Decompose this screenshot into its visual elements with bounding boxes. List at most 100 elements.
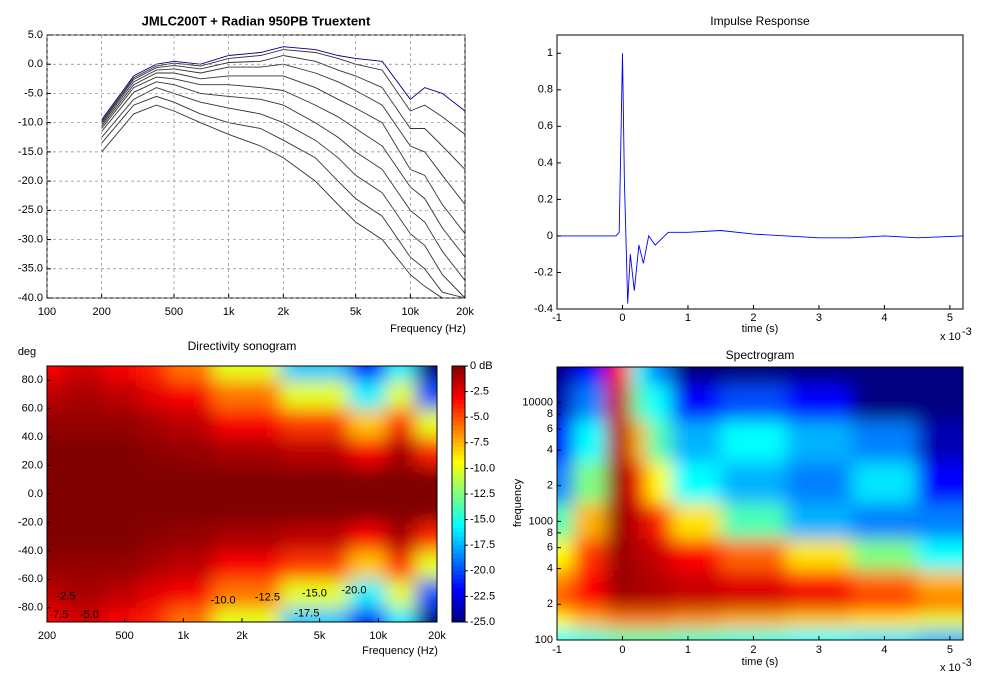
colorbar-segment xyxy=(452,515,465,521)
heatmap-cell xyxy=(212,579,282,609)
line-series xyxy=(101,72,466,234)
heatmap-cell xyxy=(630,384,648,422)
y-tick-label: 8 xyxy=(547,408,553,420)
heatmap-cell xyxy=(851,629,918,640)
heatmap-cell xyxy=(168,579,214,609)
colorbar-segment xyxy=(452,553,465,559)
heatmap-cell xyxy=(280,522,350,552)
x-tick-label: -1 xyxy=(552,312,562,324)
heatmap-cell xyxy=(212,522,282,552)
heatmap-cell xyxy=(720,611,787,631)
heatmap-cell xyxy=(647,611,673,631)
heatmap-cell xyxy=(386,437,416,467)
x-axis-label: Frequency (Hz) xyxy=(362,645,438,657)
heatmap-cell xyxy=(415,550,437,580)
x-tick-label: 20k xyxy=(456,306,474,318)
heatmap-cell xyxy=(917,611,963,631)
heatmap-cell xyxy=(47,380,65,410)
heatmap-cell xyxy=(851,503,918,540)
x-tick-label: 2k xyxy=(236,630,248,642)
heatmap-cell xyxy=(851,570,918,595)
y-tick-label: 0 xyxy=(547,230,553,242)
colorbar-segment xyxy=(452,613,465,619)
heatmap-cell xyxy=(168,437,214,467)
heatmap-cell xyxy=(647,503,673,540)
heatmap-cell xyxy=(647,367,673,386)
colorbar-segment xyxy=(452,434,465,440)
heatmap-cell xyxy=(138,380,169,410)
line-series xyxy=(101,76,466,258)
x-tick-label: 1 xyxy=(685,644,691,656)
heatmap-cell xyxy=(671,503,722,540)
heatmap-cell xyxy=(168,550,214,580)
heatmap-cell xyxy=(280,408,350,438)
x-tick-label: 20k xyxy=(428,630,446,642)
heatmap-cell xyxy=(138,607,169,622)
heatmap-cell xyxy=(647,539,673,571)
colorbar-segment xyxy=(452,587,465,593)
y-tick-label: 2 xyxy=(547,598,553,610)
line-series xyxy=(101,46,466,120)
colorbar-segment xyxy=(452,438,465,444)
colorbar-segment xyxy=(452,455,465,461)
heatmap-cell xyxy=(557,420,574,463)
colorbar-segment xyxy=(452,442,465,448)
y-tick-label: 0.4 xyxy=(538,157,553,169)
x-tick-label: 3 xyxy=(816,644,822,656)
colorbar-segment xyxy=(452,596,465,602)
y-tick-label: 1000 xyxy=(529,515,553,527)
heatmap-cell xyxy=(786,539,853,571)
heatmap-cell xyxy=(138,579,169,609)
contour-label: -5.0 xyxy=(80,609,99,621)
x-tick-label: 2 xyxy=(750,312,756,324)
heatmap-cell xyxy=(386,607,416,622)
heatmap-cell xyxy=(557,629,574,640)
heatmap-cell xyxy=(280,607,350,622)
heatmap-cell xyxy=(573,539,607,571)
heatmap-cell xyxy=(386,522,416,552)
heatmap-cell xyxy=(786,384,853,422)
y-tick-label: 0.0 xyxy=(28,58,43,70)
heatmap-cell xyxy=(851,462,918,504)
heatmap-cell xyxy=(415,366,437,381)
axis-multiplier: x 10 xyxy=(940,331,961,343)
heatmap-cell xyxy=(102,465,140,495)
colorbar-segment xyxy=(452,366,465,371)
heatmap-cell xyxy=(386,550,416,580)
heatmap-cell xyxy=(386,579,416,609)
x-tick-label: 500 xyxy=(165,306,183,318)
heatmap-cell xyxy=(917,570,963,595)
x-tick-label: 3 xyxy=(816,312,822,324)
colorbar-tick-label: -10.0 xyxy=(470,462,495,474)
heatmap-cell xyxy=(720,539,787,571)
colorbar-tick-label: 0 dB xyxy=(470,360,493,372)
x-tick-label: 10k xyxy=(369,630,387,642)
colorbar-segment xyxy=(452,506,465,512)
heatmap-cell xyxy=(168,607,214,622)
colorbar-segment xyxy=(452,575,465,580)
heatmap-cell xyxy=(671,611,722,631)
heatmap-cell xyxy=(720,503,787,540)
heatmap-cell xyxy=(647,420,673,463)
colorbar-segment xyxy=(452,374,465,380)
contour-label: -10.0 xyxy=(211,595,236,607)
contour-label: -2.5 xyxy=(56,590,75,602)
y-tick-label: -5.0 xyxy=(24,87,43,99)
heatmap-cell xyxy=(64,465,104,495)
y-tick-label: 20.0 xyxy=(22,459,43,471)
heatmap-cell xyxy=(647,462,673,504)
colorbar-segment xyxy=(452,395,465,401)
y-tick-label: 5.0 xyxy=(28,29,43,41)
contour-label: -17.5 xyxy=(294,607,319,619)
contour-label: -20.0 xyxy=(341,585,366,597)
heatmap-cell xyxy=(348,579,387,609)
heatmap-cell xyxy=(720,384,787,422)
x-tick-label: 200 xyxy=(38,630,56,642)
heatmap-cell xyxy=(280,494,350,523)
colorbar-segment xyxy=(452,583,465,589)
heatmap-cell xyxy=(786,611,853,631)
heatmap-cell xyxy=(573,367,607,386)
heatmap-cell xyxy=(557,384,574,422)
heatmap-cell xyxy=(138,494,169,523)
colorbar-segment xyxy=(452,476,465,482)
